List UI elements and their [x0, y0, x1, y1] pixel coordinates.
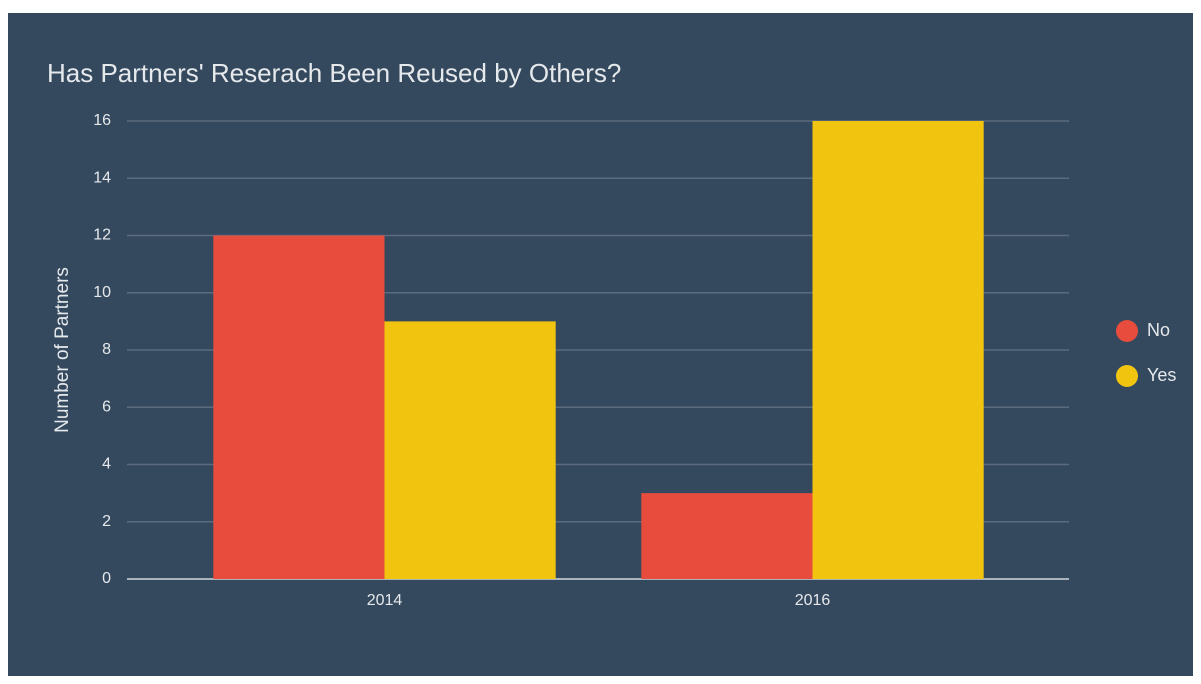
x-tick-label: 2014 [367, 592, 403, 609]
y-tick-label: 0 [102, 570, 111, 587]
y-tick-label: 2 [102, 513, 111, 530]
y-tick-label: 12 [93, 227, 111, 244]
legend-label: No [1147, 320, 1170, 340]
y-tick-label: 6 [102, 398, 111, 415]
y-tick-label: 4 [102, 456, 111, 473]
y-tick-label: 8 [102, 341, 111, 358]
y-tick-label: 14 [93, 169, 111, 186]
legend-swatch [1116, 365, 1138, 387]
legend-label: Yes [1147, 365, 1176, 385]
x-tick-label: 2016 [795, 592, 831, 609]
chart-title: Has Partners' Reserach Been Reused by Ot… [47, 58, 621, 88]
y-axis-label: Number of Partners [52, 267, 73, 433]
bar [812, 121, 984, 579]
y-tick-label: 10 [93, 284, 111, 301]
bar [213, 235, 385, 579]
bar [641, 493, 813, 579]
bar [384, 321, 556, 579]
chart-background [8, 13, 1193, 676]
y-tick-label: 16 [93, 112, 111, 129]
legend-swatch [1116, 320, 1138, 342]
